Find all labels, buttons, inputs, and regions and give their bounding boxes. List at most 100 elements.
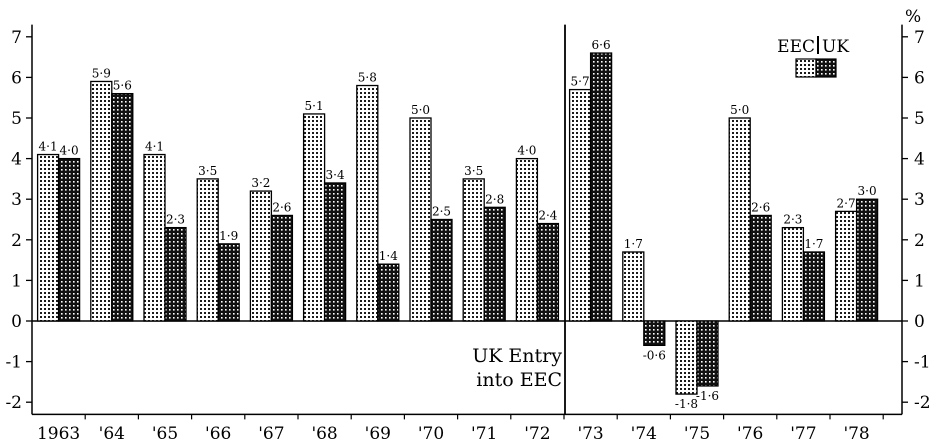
x-tick-label: '76 (737, 424, 763, 443)
data-label-uk: 4·0 (60, 144, 79, 158)
bar-eec (409, 117, 432, 322)
bar-eec (302, 113, 326, 322)
data-label-eec: 3·2 (251, 176, 270, 190)
bar-uk (217, 243, 240, 322)
y-tick-label-right: 5 (914, 109, 925, 129)
bar-eec (249, 190, 273, 322)
bar-eec (462, 178, 485, 322)
x-tick-label: '67 (258, 424, 284, 443)
legend-uk-label: UK (822, 37, 849, 57)
data-label-uk: -1·6 (696, 389, 719, 403)
data-label-eec: 2·3 (783, 213, 802, 227)
bar-uk (430, 218, 453, 322)
bar-eec (675, 320, 698, 395)
data-label-eec: -1·8 (675, 397, 698, 411)
legend-uk-swatch (815, 58, 837, 78)
legend: EEC UK (777, 36, 849, 78)
data-label-eec: 5·0 (411, 103, 430, 117)
x-tick-label: '66 (205, 424, 231, 443)
y-tick-label-right: 3 (914, 190, 925, 210)
bar-uk (57, 157, 81, 322)
bar-uk (164, 226, 187, 322)
y-tick-label-right: 1 (914, 271, 925, 291)
y-tick-label-left: 6 (11, 68, 22, 88)
data-label-eec: 5·9 (92, 66, 111, 80)
y-tick-label-left: -1 (5, 353, 22, 373)
data-label-uk: 2·4 (538, 209, 557, 223)
bar-eec (515, 157, 539, 322)
bar-uk (111, 92, 134, 322)
bar-uk (589, 52, 613, 322)
bar-eec (728, 117, 751, 322)
x-tick-label: '78 (843, 424, 869, 443)
bar-uk (749, 214, 772, 322)
bar-uk (696, 320, 719, 387)
bar-eec (196, 178, 219, 322)
data-label-eec: 3·5 (464, 164, 483, 178)
data-label-eec: 3·5 (198, 164, 217, 178)
x-tick-label: '73 (577, 424, 603, 443)
y-tick-label-left: 2 (11, 231, 22, 251)
y-tick-label-right: 6 (914, 68, 925, 88)
y-tick-label-left: 3 (11, 190, 22, 210)
data-label-eec: 4·1 (39, 140, 58, 154)
data-label-eec: 5·7 (571, 75, 590, 89)
bar-eec (143, 153, 166, 322)
data-label-eec: 5·0 (730, 103, 749, 117)
y-tick-label-right: -1 (914, 353, 931, 373)
data-label-uk: 2·8 (485, 192, 504, 206)
data-label-uk: 1·9 (219, 229, 238, 243)
y-tick-label-left: 5 (11, 109, 22, 129)
y-tick-label-right: 7 (914, 28, 925, 48)
bar-uk (323, 182, 347, 322)
bar-eec (622, 251, 645, 322)
y-tick-label-right: 4 (914, 150, 925, 170)
x-tick-label: 1963 (37, 424, 80, 443)
x-tick-label: '75 (684, 424, 710, 443)
bar-uk (855, 198, 879, 322)
data-label-uk: 1·7 (804, 237, 823, 251)
bar-uk (483, 206, 506, 322)
data-labels: 4·1 4·05·95·64·12·33·51·93·22·65·13·45·81… (39, 38, 877, 411)
bar-uk (377, 263, 400, 322)
y-tick-label-left: 4 (11, 150, 22, 170)
bar-uk (643, 320, 666, 347)
x-tick-label: '68 (311, 424, 337, 443)
x-tick-label: '70 (418, 424, 444, 443)
data-label-uk: 3·0 (858, 184, 877, 198)
annotation-line-2: into EEC (476, 369, 562, 391)
x-tick-label: '69 (365, 424, 391, 443)
bar-uk (536, 222, 560, 322)
bar-uk (802, 251, 826, 322)
data-label-uk: 2·3 (166, 213, 185, 227)
y-tick-label-left: 7 (11, 28, 22, 48)
data-label-eec: 2·7 (837, 196, 856, 210)
x-tick-label: '64 (99, 424, 125, 443)
bars (36, 52, 879, 395)
bar-eec (834, 210, 858, 322)
y-tick-label-right: 2 (914, 231, 925, 251)
y-axis-unit-label: % (905, 7, 921, 27)
bar-eec (781, 226, 805, 322)
data-label-uk: 2·6 (272, 200, 291, 214)
data-label-uk: 2·6 (751, 200, 770, 214)
legend-eec-label: EEC (777, 37, 815, 57)
bar-eec (36, 153, 60, 322)
data-label-uk: 2·5 (432, 205, 451, 219)
data-label-uk: 1·4 (379, 249, 398, 263)
x-tick-label: '74 (631, 424, 657, 443)
data-label-eec: 4·0 (517, 144, 536, 158)
x-tick-label: '71 (471, 424, 497, 443)
bar-eec (90, 80, 113, 322)
x-tick-label: '77 (790, 424, 816, 443)
data-label-uk: 6·6 (592, 38, 611, 52)
x-tick-label: '65 (152, 424, 178, 443)
data-label-eec: 5·1 (305, 99, 324, 113)
data-label-eec: 5·8 (358, 71, 377, 85)
axes: -2 -2 -1 -1 0 0 1 1 2 2 3 3 4 4 5 5 6 6 7 7 1963 '64 '65 '66 '67… (5, 24, 931, 443)
y-tick-label-left: -2 (5, 393, 22, 413)
data-label-eec: 1·7 (624, 237, 643, 251)
data-label-uk: 5·6 (113, 79, 132, 93)
x-tick-label: '72 (524, 424, 550, 443)
